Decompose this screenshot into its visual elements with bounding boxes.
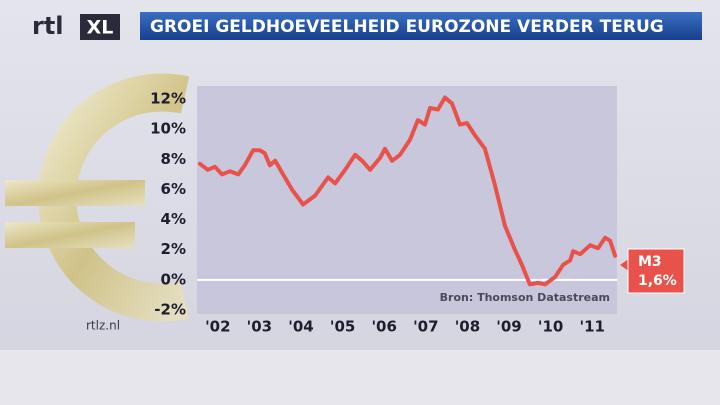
- x-tick-label: '10: [538, 318, 563, 336]
- x-tick-label: '02: [205, 318, 230, 336]
- lower-band: [0, 350, 720, 405]
- chart-title: GROEI GELDHOEVEELHEID EUROZONE VERDER TE…: [150, 17, 664, 37]
- x-tick-label: '04: [288, 318, 313, 336]
- x-tick-label: '06: [371, 318, 396, 336]
- end-label: 1,6%: [638, 273, 677, 289]
- title-bar: [140, 12, 702, 40]
- footer: rtlz.nl: [86, 319, 120, 333]
- series-line: [197, 95, 618, 287]
- euro-bar: [5, 222, 135, 248]
- end-label-box: [627, 248, 685, 294]
- y-tick-label: -2%: [154, 301, 186, 319]
- y-tick-label: 12%: [150, 90, 186, 108]
- source-note: Bron: Thomson Datastream: [440, 291, 610, 304]
- y-tick-label: 0%: [161, 270, 186, 288]
- euro-bar: [5, 180, 145, 206]
- series-label: M3: [638, 254, 662, 270]
- logo-badge-box: [80, 14, 120, 40]
- y-tick-label: 8%: [161, 150, 186, 168]
- plot-area: [197, 86, 617, 314]
- x-tick-label: '05: [330, 318, 355, 336]
- y-tick-label: 2%: [161, 240, 186, 258]
- y-tick-label: 4%: [161, 210, 186, 228]
- logo-badge: XL: [87, 17, 114, 39]
- euro-emblem: [5, 73, 190, 322]
- x-tick-label: '09: [496, 318, 521, 336]
- x-tick-label: '03: [247, 318, 272, 336]
- x-tick-label: '07: [413, 318, 438, 336]
- x-tick-label: '11: [580, 318, 605, 336]
- y-tick-label: 10%: [150, 120, 186, 138]
- x-tick-label: '08: [455, 318, 480, 336]
- y-tick-label: 6%: [161, 180, 186, 198]
- logo: rtl: [32, 12, 64, 40]
